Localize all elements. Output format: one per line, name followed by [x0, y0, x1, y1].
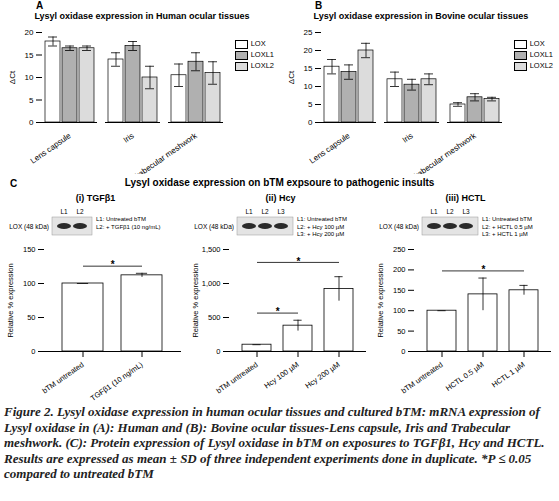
svg-text:10: 10 — [25, 73, 34, 82]
html-text:Lysyl oxidase expression in Bo: Lysyl oxidase expression in Bovine ocula… — [313, 11, 529, 21]
svg-text:L3: L3 — [277, 208, 285, 215]
html-text:LOXL1: LOXL1 — [250, 50, 274, 59]
svg-text:ΔCt: ΔCt — [287, 70, 296, 84]
svg-text:bTM untreated: bTM untreated — [40, 360, 85, 395]
html-text:LOX: LOX — [529, 39, 545, 48]
svg-text:20: 20 — [25, 28, 34, 37]
svg-text:LOX (48 kDa): LOX (48 kDa) — [379, 223, 419, 231]
svg-text:5: 5 — [29, 96, 34, 105]
svg-text:1,500: 1,500 — [202, 245, 221, 254]
svg-text:0: 0 — [31, 347, 35, 356]
svg-text:Relative % expression: Relative % expression — [6, 263, 15, 337]
svg-text:Relative % expression: Relative % expression — [191, 263, 200, 337]
svg-text:L2: L2 — [76, 208, 84, 215]
html-text:B: B — [315, 0, 323, 11]
html-text:Lysyl oxidase expression in Hu: Lysyl oxidase expression in Human ocular… — [34, 11, 250, 21]
svg-text:*: * — [276, 306, 280, 317]
svg-text:Lens capsule: Lens capsule — [308, 131, 352, 166]
html-text:LOXL2: LOXL2 — [529, 61, 553, 70]
svg-text:L3: + Hcy 200 µM: L3: + Hcy 200 µM — [297, 231, 344, 237]
svg-text:L1: L1 — [430, 208, 438, 215]
html-text:Lysyl oxidase expression on bT: Lysyl oxidase expression on bTM expsoure… — [124, 177, 435, 188]
html-text:A: A — [36, 0, 44, 11]
svg-text:*: * — [297, 256, 301, 267]
svg-text:Relative % expression: Relative % expression — [376, 263, 385, 337]
svg-text:0: 0 — [216, 347, 220, 356]
svg-text:L2: L2 — [446, 208, 454, 215]
svg-text:100: 100 — [393, 306, 406, 315]
svg-text:TGFβ1 (10 ng/mL): TGFβ1 (10 ng/mL) — [89, 360, 145, 401]
svg-text:bTM untreated: bTM untreated — [214, 360, 259, 395]
svg-text:Hcy 200 µM: Hcy 200 µM — [303, 360, 341, 390]
svg-text:10: 10 — [304, 82, 313, 91]
svg-text:L2: + Hcy 100 µM: L2: + Hcy 100 µM — [297, 224, 344, 230]
svg-text:250: 250 — [393, 245, 406, 254]
svg-text:L3: L3 — [462, 208, 470, 215]
svg-text:L1: L1 — [245, 208, 253, 215]
html-text:(ii) Hcy: (ii) Hcy — [265, 193, 296, 203]
svg-text:HCTL 1 µM: HCTL 1 µM — [490, 360, 526, 389]
html-text:Figure 2. Lysyl oxidase expres: Figure 2. Lysyl oxidase expression in hu… — [4, 404, 545, 481]
svg-text:L3: + HCTL 1 µM: L3: + HCTL 1 µM — [482, 231, 528, 237]
svg-text:15: 15 — [304, 64, 313, 73]
svg-text:L2: L2 — [261, 208, 269, 215]
svg-text:bTM untreated: bTM untreated — [399, 360, 444, 395]
svg-text:1,000: 1,000 — [202, 279, 221, 288]
svg-text:100: 100 — [23, 279, 36, 288]
svg-text:25: 25 — [304, 28, 313, 37]
svg-text:20: 20 — [304, 46, 313, 55]
svg-text:0: 0 — [401, 347, 405, 356]
svg-text:*: * — [111, 259, 115, 270]
svg-text:L1: Untreated bTM: L1: Untreated bTM — [297, 216, 347, 222]
svg-text:Trabecular meshwork: Trabecular meshwork — [410, 131, 479, 174]
svg-text:L1: L1 — [60, 208, 68, 215]
svg-text:LOX (48 kDa): LOX (48 kDa) — [9, 223, 49, 231]
html-text:LOXL1: LOXL1 — [529, 50, 553, 59]
svg-text:L1: Untreated bTM: L1: Untreated bTM — [482, 216, 532, 222]
svg-text:Iris: Iris — [401, 131, 415, 144]
html-text:LOX: LOX — [250, 39, 266, 48]
svg-text:50: 50 — [27, 313, 35, 322]
svg-text:50: 50 — [397, 327, 405, 336]
svg-text:*: * — [482, 264, 486, 275]
svg-text:5: 5 — [308, 100, 313, 109]
svg-text:Hcy 100 µM: Hcy 100 µM — [262, 360, 300, 390]
html-text:(i) TGFβ1: (i) TGFβ1 — [75, 193, 116, 203]
svg-text:HCTL 0.5 µM: HCTL 0.5 µM — [444, 360, 486, 393]
svg-text:200: 200 — [393, 265, 406, 274]
svg-text:ΔCt: ΔCt — [8, 70, 17, 84]
svg-text:15: 15 — [25, 51, 34, 60]
html-text:LOXL2: LOXL2 — [250, 61, 274, 70]
svg-text:Lens capsule: Lens capsule — [29, 131, 73, 166]
html-text:(iii) HCTL: (iii) HCTL — [445, 193, 486, 203]
svg-text:150: 150 — [23, 245, 36, 254]
svg-text:Iris: Iris — [122, 131, 136, 144]
svg-text:L2: + TGFβ1 (10 ng/mL): L2: + TGFβ1 (10 ng/mL) — [96, 224, 161, 230]
svg-text:500: 500 — [208, 313, 221, 322]
svg-text:0: 0 — [29, 118, 34, 127]
html-text:C: C — [10, 178, 18, 189]
svg-text:150: 150 — [393, 286, 406, 295]
svg-text:Trabecular meshwork: Trabecular meshwork — [131, 131, 200, 174]
svg-text:L2: + HCTL 0.5 µM: L2: + HCTL 0.5 µM — [482, 224, 533, 230]
svg-text:LOX (48 kDa): LOX (48 kDa) — [194, 223, 234, 231]
svg-text:L1: Untreated bTM: L1: Untreated bTM — [96, 216, 146, 222]
svg-text:0: 0 — [308, 118, 313, 127]
